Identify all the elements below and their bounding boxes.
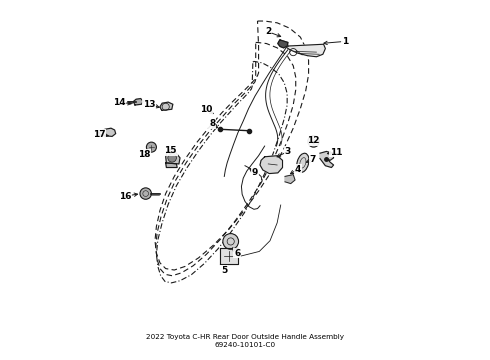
Polygon shape: [320, 152, 334, 167]
Text: 2022 Toyota C-HR Rear Door Outside Handle Assembly
69240-10101-C0: 2022 Toyota C-HR Rear Door Outside Handl…: [146, 334, 344, 348]
Polygon shape: [166, 163, 177, 167]
Text: 12: 12: [307, 136, 319, 145]
Text: 7: 7: [310, 155, 316, 164]
Polygon shape: [260, 156, 283, 174]
Polygon shape: [134, 99, 143, 105]
Text: 5: 5: [221, 266, 227, 275]
Text: 15: 15: [165, 146, 177, 155]
Text: 10: 10: [200, 105, 213, 114]
Text: 6: 6: [234, 249, 240, 258]
Polygon shape: [99, 128, 116, 136]
Polygon shape: [286, 44, 325, 57]
Text: 1: 1: [342, 37, 348, 46]
Text: 18: 18: [138, 150, 150, 159]
Circle shape: [308, 136, 319, 147]
Circle shape: [147, 142, 156, 152]
Polygon shape: [278, 40, 288, 48]
Text: 11: 11: [330, 148, 343, 157]
Polygon shape: [220, 248, 238, 264]
Ellipse shape: [297, 153, 309, 172]
Polygon shape: [285, 175, 295, 184]
Text: 13: 13: [143, 100, 155, 109]
Text: 4: 4: [294, 165, 301, 174]
Text: 3: 3: [285, 147, 291, 156]
Text: 9: 9: [252, 168, 258, 177]
Polygon shape: [160, 102, 173, 111]
Circle shape: [223, 234, 239, 249]
Text: 8: 8: [209, 119, 215, 128]
Circle shape: [140, 188, 151, 199]
Polygon shape: [166, 149, 180, 164]
Text: 2: 2: [265, 27, 271, 36]
Text: 16: 16: [119, 192, 132, 201]
Text: 17: 17: [93, 130, 105, 139]
Circle shape: [168, 154, 176, 162]
Text: 14: 14: [113, 98, 125, 107]
